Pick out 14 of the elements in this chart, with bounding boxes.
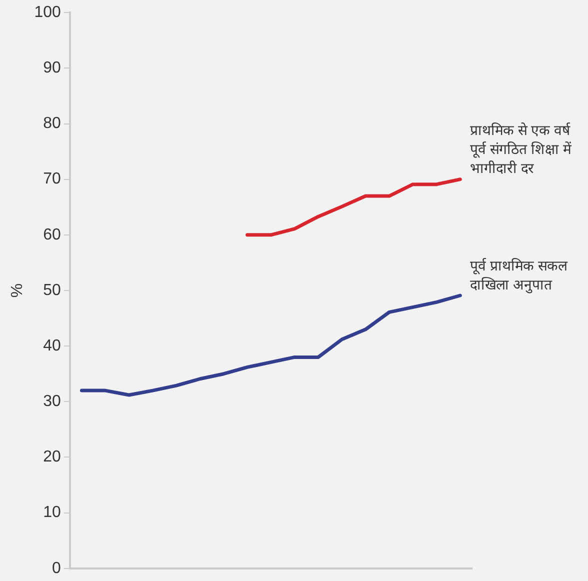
y-tick-label: 70 — [43, 170, 61, 188]
y-tick-label: 30 — [43, 393, 61, 410]
series-label: पूर्व प्राथमिक सकल दाखिला अनुपात — [470, 257, 568, 294]
y-tick-label: 40 — [43, 337, 61, 354]
y-tick-label: 60 — [43, 226, 61, 244]
series-label: प्राथमिक से एक वर्ष पूर्व संगठित शिक्षा में भागीदारी दर — [470, 122, 572, 176]
y-tick-label: 50 — [43, 282, 61, 299]
y-tick-label: 0 — [52, 560, 61, 577]
y-tick-label: 100 — [34, 4, 61, 22]
y-axis-title: % — [9, 283, 26, 298]
y-tick-label: 90 — [43, 60, 61, 77]
y-tick-label: 10 — [43, 504, 61, 522]
y-tick-label: 80 — [43, 115, 61, 132]
y-tick-label: 20 — [43, 448, 61, 466]
